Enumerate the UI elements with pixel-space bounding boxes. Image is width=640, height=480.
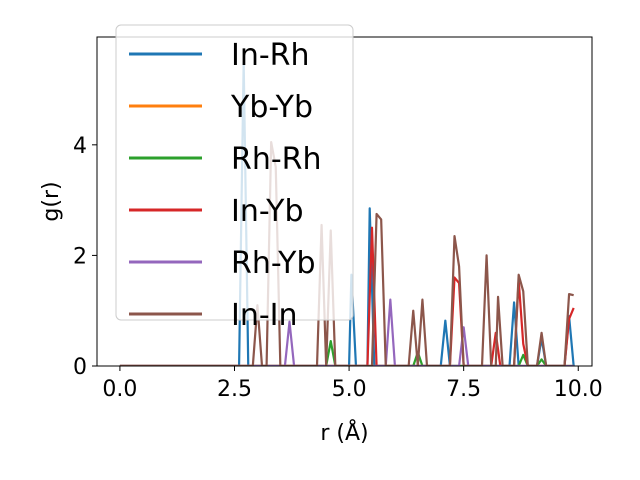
legend-label: In-Yb [231,194,304,229]
legend-label: Rh-Rh [231,142,322,177]
x-axis-label: r (Å) [320,419,368,446]
y-tick-label: 2 [73,244,87,269]
legend: In-Rh Yb-Yb Rh-Rh In-Yb Rh-Yb In-In [115,24,354,333]
series-line-in-yb [119,226,575,366]
legend-label: In-In [231,298,298,333]
y-tick-label: 4 [73,134,87,159]
y-tick-label: 0 [73,355,87,380]
legend-label: Yb-Yb [230,90,313,125]
x-tick-label: 5.0 [332,377,367,402]
x-tick-label: 10.0 [554,377,603,402]
y-axis: 0 2 4 [73,134,97,380]
x-tick-label: 0.0 [102,377,137,402]
series-line-rh-rh [119,340,574,366]
series-line-in-in [119,140,574,366]
legend-box [115,24,354,321]
y-axis-label: g(r) [39,181,64,221]
series-layer [119,60,575,366]
x-axis: 0.0 2.5 5.0 7.5 10.0 [102,366,603,402]
series-line-rh-yb [119,298,574,366]
legend-label: In-Rh [231,38,310,73]
x-tick-label: 7.5 [446,377,481,402]
legend-label: Rh-Yb [231,246,316,281]
x-tick-label: 2.5 [217,377,252,402]
